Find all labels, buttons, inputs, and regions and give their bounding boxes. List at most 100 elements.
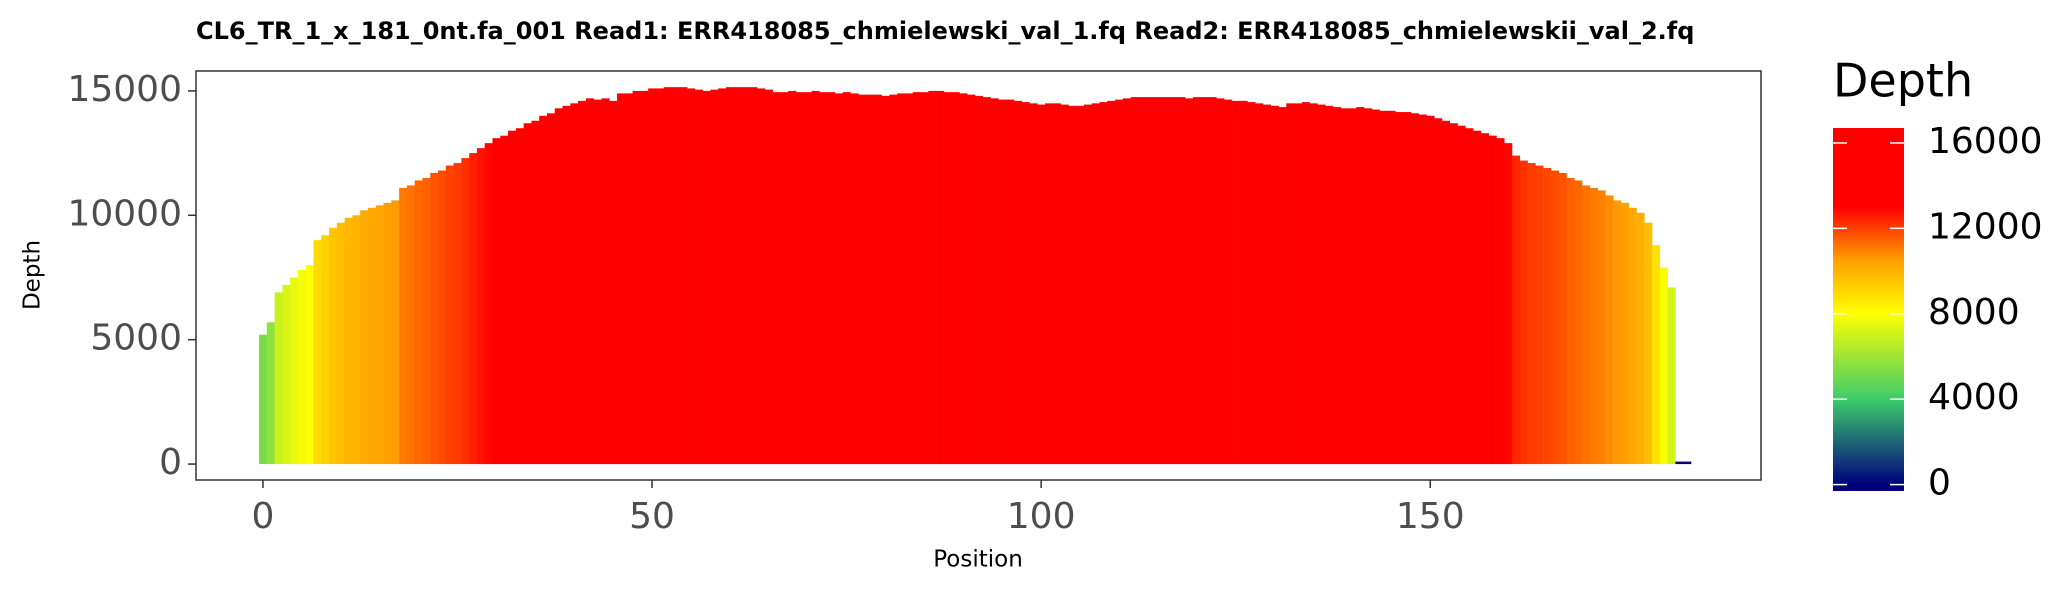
- y-tick-label: 5000: [90, 318, 182, 359]
- bar: [391, 200, 400, 465]
- x-tick-label: 50: [629, 496, 675, 537]
- bar: [274, 292, 283, 465]
- bar: [1083, 104, 1093, 465]
- bar: [1177, 97, 1186, 465]
- bar: [360, 210, 369, 465]
- bar: [445, 165, 454, 465]
- bar: [1317, 104, 1326, 465]
- bar: [1426, 115, 1435, 465]
- bar: [788, 90, 797, 465]
- y-tick-label: 10000: [67, 193, 182, 234]
- bar: [632, 90, 641, 465]
- bar: [889, 94, 898, 465]
- x-tick-label: 150: [1396, 496, 1465, 537]
- bar: [1286, 103, 1295, 465]
- bar: [1255, 103, 1264, 465]
- bar: [920, 92, 929, 465]
- bar: [1122, 98, 1131, 465]
- bar: [757, 88, 766, 465]
- bar: [959, 93, 968, 465]
- bar: [305, 265, 314, 465]
- bar: [967, 94, 976, 465]
- bar: [1091, 103, 1100, 465]
- bar: [974, 95, 984, 465]
- bar: [406, 185, 415, 465]
- bar: [1473, 130, 1482, 465]
- bar: [259, 334, 268, 465]
- bar: [1262, 104, 1272, 465]
- bar: [904, 93, 914, 465]
- bar: [430, 173, 439, 465]
- bar: [1488, 135, 1497, 465]
- bar: [912, 92, 921, 465]
- bar: [1294, 103, 1303, 465]
- bar: [1130, 97, 1139, 465]
- bar: [1021, 102, 1030, 465]
- bar: [1418, 114, 1427, 465]
- bar: [1301, 102, 1310, 465]
- bar: [1076, 105, 1085, 465]
- bar: [1457, 125, 1466, 465]
- colorbar-label: 4000: [1928, 377, 2020, 418]
- bar: [570, 103, 579, 465]
- bar: [1138, 97, 1147, 465]
- bar: [422, 177, 431, 465]
- bar: [484, 143, 493, 465]
- bar: [469, 153, 478, 465]
- colorbar-label: 0: [1928, 463, 1951, 504]
- bar: [1340, 108, 1349, 465]
- plot-border: [195, 70, 1762, 481]
- bar: [663, 87, 672, 465]
- bar: [624, 93, 633, 465]
- bar: [282, 284, 291, 465]
- bar: [733, 87, 742, 465]
- bar: [1535, 165, 1544, 465]
- bar: [539, 115, 548, 465]
- bar: [1582, 185, 1591, 465]
- bar: [383, 202, 392, 465]
- bar: [336, 222, 345, 465]
- bar: [476, 148, 486, 465]
- bar: [1434, 118, 1443, 465]
- bar: [1169, 97, 1178, 465]
- bar: [850, 93, 859, 465]
- bar: [671, 87, 680, 465]
- bar: [1348, 108, 1357, 465]
- bar: [1200, 97, 1209, 465]
- colorbar-label: 8000: [1928, 292, 2020, 333]
- bar: [1566, 177, 1575, 465]
- bar: [1613, 200, 1622, 465]
- bar: [344, 217, 353, 465]
- bar: [531, 120, 540, 465]
- bar: [1239, 100, 1248, 465]
- bar: [640, 90, 649, 465]
- bar: [1224, 99, 1233, 465]
- bar: [1659, 267, 1668, 465]
- bar: [1185, 98, 1194, 465]
- bar: [749, 87, 758, 465]
- bar: [1013, 100, 1022, 465]
- bar: [367, 207, 377, 465]
- bar: [834, 93, 844, 465]
- bar: [1356, 107, 1365, 465]
- bar: [998, 99, 1007, 465]
- bar: [1597, 190, 1606, 465]
- bar: [1496, 138, 1505, 465]
- bar: [601, 98, 610, 465]
- bar: [1675, 461, 1684, 465]
- bar: [1589, 187, 1598, 465]
- bar: [461, 158, 470, 465]
- bar: [585, 98, 594, 465]
- bar: [725, 87, 735, 465]
- bar: [1550, 170, 1559, 465]
- bar: [1620, 202, 1630, 465]
- bar: [617, 93, 626, 465]
- x-tick-label: 100: [1007, 496, 1076, 537]
- bar: [951, 92, 960, 465]
- bar: [1107, 100, 1116, 465]
- bar: [1099, 102, 1108, 465]
- bar: [523, 123, 532, 465]
- bar: [1511, 155, 1521, 465]
- bar: [866, 94, 875, 465]
- bar: [1441, 120, 1451, 465]
